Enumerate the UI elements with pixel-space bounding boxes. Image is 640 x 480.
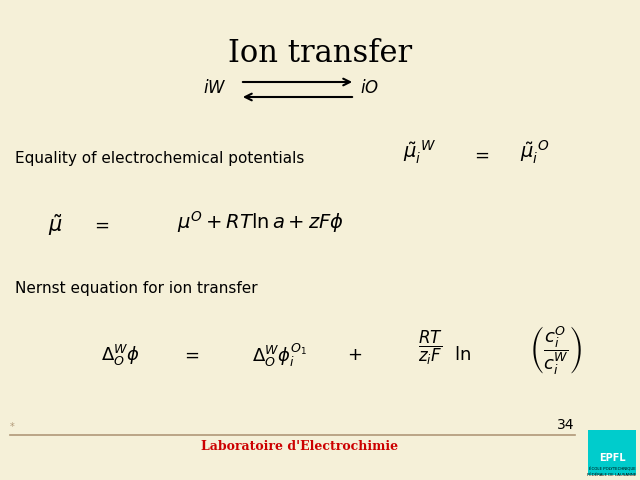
Text: $=$: $=$ [91,216,109,234]
Text: Equality of electrochemical potentials: Equality of electrochemical potentials [15,151,305,166]
Text: 34: 34 [557,418,574,432]
Text: $=$: $=$ [470,146,490,164]
Text: $\tilde{\mu}_i^{\ O}$: $\tilde{\mu}_i^{\ O}$ [520,138,550,166]
Text: $+$: $+$ [348,346,363,364]
Text: ÉCOLE POLYTECHNIQUE
FÉDÉRALE DE LAUSANNE: ÉCOLE POLYTECHNIQUE FÉDÉRALE DE LAUSANNE [588,468,637,477]
Text: $iO$: $iO$ [360,79,380,97]
Text: $=$: $=$ [180,346,199,364]
Text: $\tilde{\mu}_i^{\ W}$: $\tilde{\mu}_i^{\ W}$ [403,138,436,166]
Text: $iW$: $iW$ [204,79,227,97]
Text: $\dfrac{RT}{z_i F}$: $\dfrac{RT}{z_i F}$ [417,329,442,367]
Text: $\mu^O + RT\ln a + zF\phi$: $\mu^O + RT\ln a + zF\phi$ [177,209,344,235]
Text: $\mathrm{ln}$: $\mathrm{ln}$ [454,346,470,364]
Text: *: * [10,422,15,432]
Text: Nernst equation for ion transfer: Nernst equation for ion transfer [15,280,258,296]
Text: EPFL: EPFL [598,453,625,463]
Text: $\left(\dfrac{c_i^O}{c_i^W}\right)$: $\left(\dfrac{c_i^O}{c_i^W}\right)$ [529,324,581,376]
Text: $\Delta_O^W\phi$: $\Delta_O^W\phi$ [100,342,140,368]
Bar [588,430,636,475]
Text: Ion transfer: Ion transfer [228,38,412,69]
Text: $\tilde{\mu}$: $\tilde{\mu}$ [47,212,62,238]
Text: Laboratoire d'Electrochimie: Laboratoire d'Electrochimie [202,441,399,454]
Text: $\Delta_O^W\phi_i^{O_1}$: $\Delta_O^W\phi_i^{O_1}$ [252,341,308,369]
